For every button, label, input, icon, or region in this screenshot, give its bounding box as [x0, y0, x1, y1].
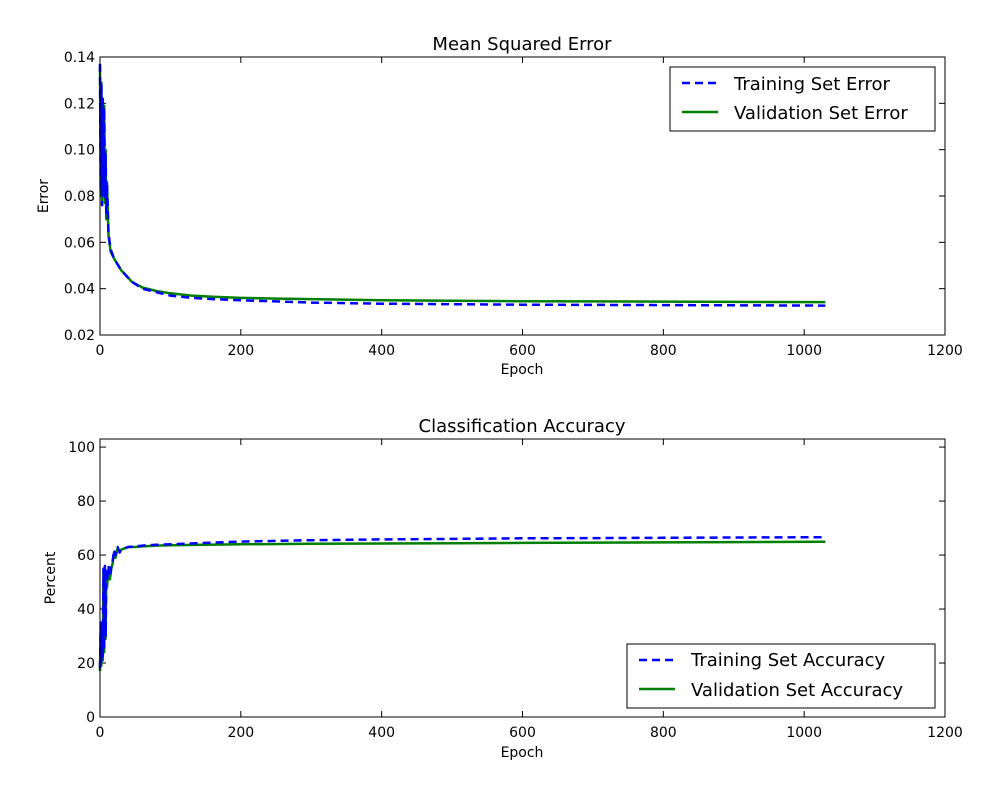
mse-plot-frame — [99, 56, 946, 336]
accuracy-x-tick-label: 1000 — [786, 725, 822, 741]
mse-x-tick-label: 400 — [368, 343, 395, 359]
accuracy-legend-label-validation: Validation Set Accuracy — [691, 680, 903, 701]
mse-y-tick-label: 0.08 — [64, 189, 95, 205]
mse-x-tick-label: 800 — [650, 343, 677, 359]
mse-chart-title: Mean Squared Error — [432, 34, 612, 55]
accuracy-series-training-line — [98, 535, 826, 669]
mse-x-tick-label: 1200 — [927, 343, 963, 359]
mse-legend-label-validation: Validation Set Error — [734, 103, 908, 124]
accuracy-y-tick-label: 100 — [68, 440, 95, 456]
accuracy-chart-title: Classification Accuracy — [419, 416, 626, 437]
mse-y-tick-label: 0.04 — [64, 282, 95, 298]
mse-plot-lines — [98, 63, 826, 307]
mse-x-tick-label: 0 — [96, 343, 105, 359]
mse-legend-label-training: Training Set Error — [733, 74, 891, 95]
mse-x-axis-label: Epoch — [501, 362, 544, 378]
mse-y-tick-label: 0.10 — [64, 143, 95, 159]
accuracy-plot-lines — [98, 535, 826, 672]
mse-series-validation-line — [98, 66, 826, 304]
accuracy-y-tick-label: 60 — [77, 548, 95, 564]
mse-legend: Training Set Error Validation Set Error — [669, 66, 936, 132]
mse-chart: Mean Squared Error Epoch Error 0 200 400 60… — [36, 34, 963, 378]
mse-series-training-line — [98, 63, 826, 307]
mse-y-tick-label: 0.06 — [64, 235, 95, 251]
accuracy-chart: Classification Accuracy Epoch Percent 0 2… — [43, 416, 963, 761]
accuracy-legend-label-training: Training Set Accuracy — [690, 650, 886, 671]
accuracy-x-tick-label: 800 — [650, 725, 677, 741]
accuracy-x-tick-label: 1200 — [927, 725, 963, 741]
mse-legend-box — [669, 66, 936, 132]
accuracy-y-tick-label: 40 — [77, 602, 95, 618]
mse-y-tick-label: 0.14 — [64, 50, 95, 66]
mse-y-axis-label: Error — [36, 179, 52, 213]
accuracy-x-tick-label: 200 — [227, 725, 254, 741]
accuracy-plot-frame — [99, 438, 946, 718]
accuracy-x-tick-label: 400 — [368, 725, 395, 741]
accuracy-legend-box — [626, 643, 936, 709]
mse-y-tick-label: 0.02 — [64, 328, 95, 344]
accuracy-axis-ticks: 0 200 400 600 800 1000 1200 0 20 40 60 80 100 — [68, 439, 963, 741]
accuracy-x-tick-label: 0 — [96, 725, 105, 741]
accuracy-y-tick-label: 20 — [77, 656, 95, 672]
accuracy-legend: Training Set Accuracy Validation Set Acc… — [626, 643, 936, 709]
mse-x-tick-label: 1000 — [786, 343, 822, 359]
accuracy-y-tick-label: 80 — [77, 494, 95, 510]
mse-axis-ticks: 0 200 400 600 800 1000 1200 0.02 0.04 0.06 0.08 0.1… — [64, 50, 963, 359]
accuracy-x-tick-label: 600 — [509, 725, 536, 741]
mse-y-tick-label: 0.12 — [64, 96, 95, 112]
accuracy-y-tick-label: 0 — [86, 710, 95, 726]
mse-x-tick-label: 600 — [509, 343, 536, 359]
accuracy-y-axis-label: Percent — [43, 551, 59, 604]
accuracy-x-axis-label: Epoch — [501, 745, 544, 761]
mse-x-tick-label: 200 — [227, 343, 254, 359]
